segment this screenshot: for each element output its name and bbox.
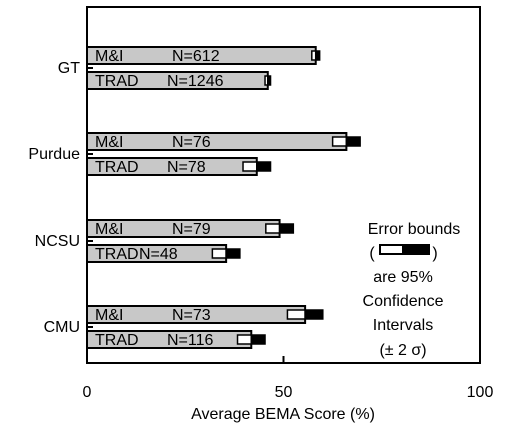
x-axis-title: Average BEMA Score (%): [191, 406, 375, 423]
error-lower-cmu-trad: [236, 334, 253, 345]
bar-n-cmu-mandi: N=73: [172, 307, 211, 324]
error-lower-cmu-mandi: [286, 309, 306, 320]
x-tick-label-100: 100: [467, 384, 494, 401]
bar-label-ncsu-mandi: M&I: [95, 221, 123, 238]
bar-label-purdue-mandi: M&I: [95, 134, 123, 151]
legend-line-intervals: Intervals: [373, 317, 433, 334]
bar-n-gt-mandi: N=612: [172, 48, 220, 65]
legend-line-confidence: Confidence: [363, 293, 444, 310]
error-upper-cmu-mandi: [304, 309, 324, 320]
group-labels: GT Purdue NCSU CMU: [28, 60, 93, 336]
legend-open-paren: (: [369, 245, 375, 262]
bar-label-cmu-trad: TRAD: [95, 332, 139, 349]
bar-n-cmu-trad: N=116: [167, 332, 214, 349]
error-upper-cmu-trad: [250, 334, 266, 345]
error-lower-purdue-trad: [242, 161, 258, 172]
bar-n-purdue-trad: N=78: [167, 159, 206, 176]
legend: Error bounds ( ) are 95% Confidence Inte…: [363, 221, 461, 359]
legend-line-two-sigma: (± 2 σ): [379, 342, 426, 359]
bar-purdue-mandi: [86, 132, 348, 151]
group-purdue: M&I N=76 TRAD N=78: [86, 132, 361, 176]
error-upper-ncsu-mandi: [278, 223, 295, 234]
bar-label-purdue-trad: TRAD: [95, 159, 139, 176]
error-upper-purdue-mandi: [345, 136, 361, 147]
error-lower-ncsu-trad: [211, 248, 227, 259]
bar-n-purdue-mandi: N=76: [172, 134, 211, 151]
error-lower-ncsu-mandi: [265, 223, 281, 234]
legend-line-are-95: are 95%: [373, 269, 433, 286]
error-upper-gt-mandi: [314, 50, 321, 61]
error-upper-gt-trad: [267, 75, 272, 86]
x-tick-label-50: 50: [275, 384, 293, 401]
error-upper-ncsu-trad: [225, 248, 241, 259]
bars-layer: M&I N=612 TRAD N=1246 M&I N=76 TRAD N=78 M&I N=79…: [86, 46, 361, 349]
bar-n-ncsu-trad: N=48: [139, 246, 178, 263]
x-tick-label-0: 0: [83, 384, 92, 401]
group-label-gt: GT: [58, 60, 80, 77]
bar-label-ncsu-trad: TRAD: [95, 246, 139, 263]
bar-label-gt-trad: TRAD: [95, 73, 139, 90]
bar-n-ncsu-mandi: N=79: [172, 221, 211, 238]
legend-close-paren: ): [432, 245, 437, 262]
group-label-cmu: CMU: [44, 319, 80, 336]
bar-label-cmu-mandi: M&I: [95, 307, 123, 324]
error-lower-purdue-mandi: [331, 136, 348, 147]
bar-n-gt-trad: N=1246: [167, 73, 224, 90]
bar-label-gt-mandi: M&I: [95, 48, 123, 65]
legend-line-error-bounds: Error bounds: [368, 221, 461, 238]
group-cmu: M&I N=73 TRAD N=116: [86, 305, 324, 349]
group-label-ncsu: NCSU: [35, 233, 80, 250]
error-upper-purdue-trad: [256, 161, 272, 172]
group-ncsu: M&I N=79 TRAD N=48: [86, 219, 295, 263]
legend-error-lower-swatch: [379, 244, 404, 255]
legend-error-upper-swatch: [402, 244, 430, 255]
group-gt: M&I N=612 TRAD N=1246: [86, 46, 321, 90]
x-axis: 0 50 100: [83, 356, 494, 401]
group-label-purdue: Purdue: [28, 146, 80, 163]
